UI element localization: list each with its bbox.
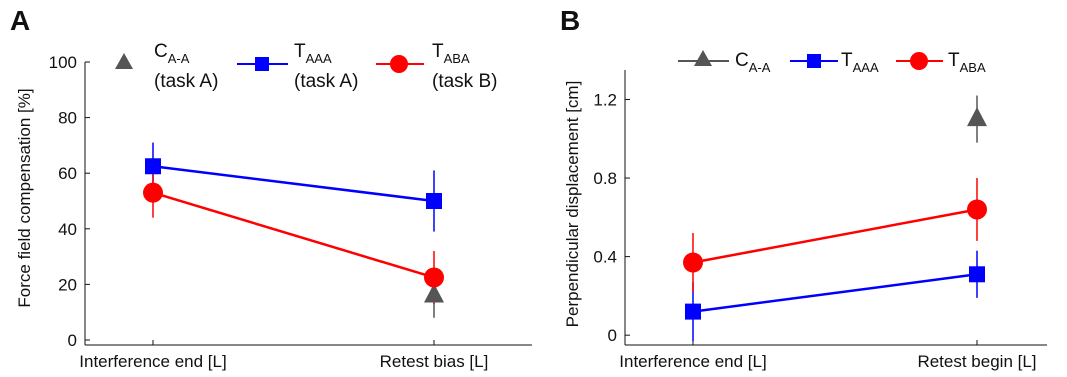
legend-note: (task B)	[432, 71, 497, 92]
y-tick-label: 0.8	[593, 169, 617, 188]
panel-b-y-ticks: 0 0.4 0.8 1.2	[593, 90, 630, 345]
y-tick-label: 100	[49, 53, 77, 72]
data-point-taba	[143, 182, 163, 203]
legend-label: T	[948, 50, 960, 71]
panel-a: A Force field compensation [%] 0 20 40 60 80…	[10, 5, 532, 371]
legend-label-subscript: ABA	[444, 51, 470, 66]
data-point-taaa	[426, 193, 442, 209]
panel-a-letter: A	[10, 5, 30, 36]
panel-a-x-tick-label: Retest bias [L]	[380, 352, 489, 371]
data-point-taaa	[685, 303, 701, 320]
panel-a-x-ticks: Interference end [L] Retest bias [L]	[79, 352, 488, 371]
panel-b-x-tick-label: Interference end [L]	[619, 352, 766, 371]
series-line-taaa	[152, 165, 435, 203]
legend-triangle-marker-icon	[694, 50, 712, 66]
data-point-c	[424, 283, 444, 303]
panel-b-plot-area	[683, 95, 987, 345]
panel-b: B Perpendicular displacement [cm] 0 0.4 0.…	[560, 5, 1047, 371]
legend-label-subscript: AAA	[306, 51, 332, 66]
panel-a-legend: CA-A (task A) TAAA (task A) TABA (task B…	[115, 41, 497, 92]
legend-label-subscript: ABA	[960, 60, 986, 75]
series-line-taba	[692, 208, 978, 264]
legend-square-marker-icon	[255, 57, 269, 71]
legend-circle-marker-icon	[390, 55, 408, 73]
data-point-taba	[967, 199, 987, 220]
panel-a-x-tick-label: Interference end [L]	[79, 352, 226, 371]
panel-b-y-axis-title: Perpendicular displacement [cm]	[563, 81, 582, 328]
y-tick-label: 80	[58, 109, 77, 128]
y-tick-label: 40	[58, 220, 77, 239]
svg-text:TAAA: TAAA	[294, 41, 332, 66]
y-tick-label: 60	[58, 164, 77, 183]
svg-text:TABA: TABA	[948, 50, 986, 75]
svg-text:CA-A: CA-A	[735, 50, 771, 75]
legend-label: C	[154, 41, 168, 62]
legend-label: T	[294, 41, 306, 62]
data-point-taba	[424, 267, 444, 288]
legend-label-subscript: A-A	[749, 60, 771, 75]
panel-a-y-axis-title: Force field compensation [%]	[15, 88, 34, 307]
panel-b-x-ticks: Interference end [L] Retest begin [L]	[619, 352, 1036, 371]
panel-b-legend-item-c: CA-A	[678, 50, 771, 75]
panel-a-plot-area	[143, 142, 444, 345]
panel-a-legend-item-taaa: TAAA (task A)	[237, 41, 358, 92]
legend-triangle-marker-icon	[115, 53, 133, 69]
panel-b-x-tick-label: Retest begin [L]	[917, 352, 1036, 371]
panel-b-legend-item-taaa: TAAA	[790, 50, 879, 75]
panel-a-legend-item-taba: TABA (task B)	[376, 41, 497, 92]
panel-a-legend-item-c: CA-A (task A)	[115, 41, 218, 92]
y-tick-label: 1.2	[593, 90, 617, 109]
svg-text:TAAA: TAAA	[841, 50, 879, 75]
y-tick-label: 0	[608, 326, 617, 345]
y-tick-label: 0	[68, 331, 77, 350]
y-tick-label: 0.4	[593, 248, 617, 267]
panel-b-legend-item-taba: TABA	[896, 50, 986, 75]
legend-label: T	[841, 50, 853, 71]
series-line-taaa	[692, 273, 978, 313]
y-tick-label: 20	[58, 275, 77, 294]
svg-text:TABA: TABA	[432, 41, 470, 66]
legend-note: (task A)	[294, 71, 358, 92]
legend-label-subscript: AAA	[853, 60, 879, 75]
legend-note: (task A)	[154, 71, 218, 92]
data-point-c	[967, 107, 987, 127]
legend-circle-marker-icon	[910, 52, 928, 70]
legend-label-subscript: A-A	[168, 51, 190, 66]
panel-b-letter: B	[560, 5, 580, 36]
panel-b-legend: CA-A TAAA TABA	[678, 50, 986, 75]
data-point-taba	[683, 252, 703, 273]
legend-label: C	[735, 50, 749, 71]
svg-text:CA-A: CA-A	[154, 41, 190, 66]
data-point-taaa	[145, 158, 161, 175]
data-point-taaa	[969, 266, 985, 283]
series-line-taba	[152, 191, 435, 279]
legend-square-marker-icon	[807, 54, 821, 68]
legend-label: T	[432, 41, 444, 62]
panel-a-y-ticks: 0 20 40 60 80 100	[49, 53, 90, 350]
